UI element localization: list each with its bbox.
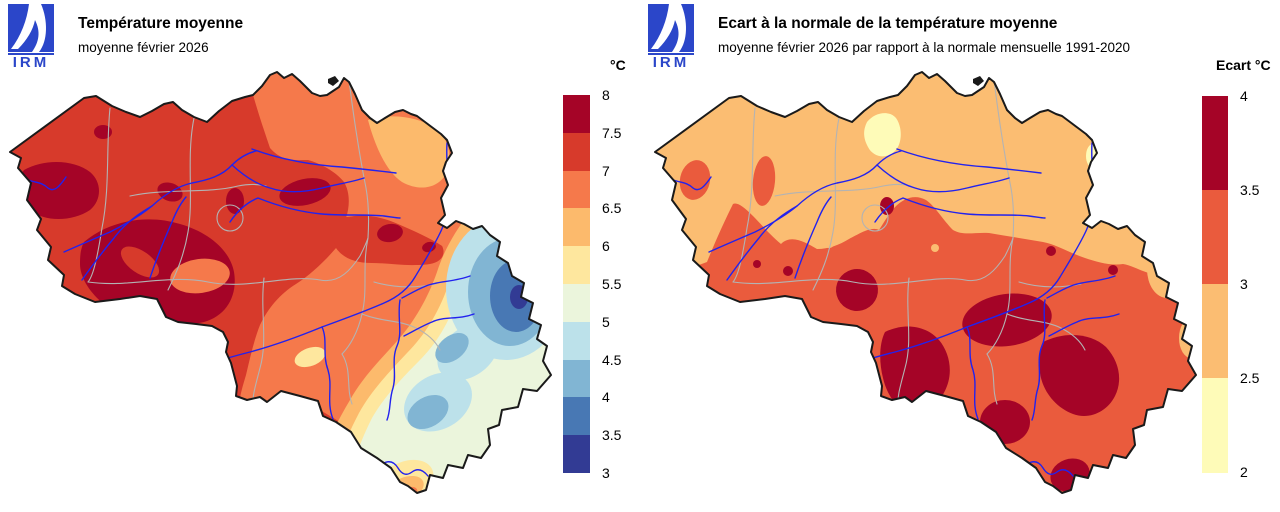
colorbar-segment	[563, 246, 590, 285]
anomaly-colorbar: 4 3.5 3 2.5 2	[1202, 88, 1259, 480]
right-titles: Ecart à la normale de la température moy…	[718, 14, 1130, 56]
colorbar-tick-label: 7	[602, 162, 610, 179]
colorbar-segment	[1202, 190, 1228, 285]
colorbar-tick-label: 5.5	[602, 276, 622, 292]
belgium-anomaly-map-svg	[654, 71, 1197, 494]
colorbar-tick-label: 3	[602, 465, 610, 481]
colorbar-segment	[563, 321, 590, 361]
colorbar-segment	[563, 284, 590, 323]
irm-logo: IRM	[648, 4, 698, 71]
colorbar-tick-label: 2	[1240, 464, 1248, 480]
left-titles: Température moyenne moyenne février 2026	[78, 14, 243, 56]
colorbar-tick-label: 8	[602, 87, 610, 103]
colorbar-tick-label: 7.5	[602, 124, 622, 141]
belgium-temperature-map	[0, 70, 560, 507]
irm-logo-wordmark: IRM	[8, 53, 54, 71]
belgium-temperature-map-svg	[9, 71, 552, 494]
colorbar-unit-label: Ecart °C	[1216, 57, 1271, 73]
colorbar-segment	[563, 170, 590, 209]
colorbar-tick-label: 3.5	[1240, 182, 1260, 198]
page-subtitle: moyenne février 2026 par rapport à la no…	[718, 40, 1131, 55]
irm-logo-icon	[648, 4, 694, 52]
colorbar-segment	[563, 435, 590, 474]
colorbar-unit-label: °C	[610, 57, 626, 73]
colorbar-tick-label: 3.5	[602, 427, 622, 444]
irm-logo: IRM	[8, 4, 58, 71]
belgium-anomaly-map	[645, 70, 1205, 507]
temperature-colorbar: 8 7.5 7 6.5 6 5.5 5 4.5 4 3.5 3	[563, 87, 621, 481]
colorbar-tick-label: 4	[1240, 88, 1248, 104]
colorbar-segment	[1202, 378, 1228, 473]
colorbar-tick-label: 3	[1240, 276, 1248, 292]
colorbar-segment	[563, 359, 590, 398]
colorbar-tick-label: 4	[602, 389, 610, 406]
colorbar-segment	[563, 208, 590, 247]
irm-logo-wordmark: IRM	[648, 53, 694, 71]
colorbar-segment	[563, 132, 590, 172]
colorbar-tick-label: 2.5	[1240, 370, 1260, 386]
page-title: Ecart à la normale de la température moy…	[718, 15, 1058, 32]
colorbar-tick-label: 6	[602, 238, 610, 255]
colorbar-segment	[1202, 96, 1228, 191]
colorbar-segment	[563, 95, 590, 134]
colorbar-tick-label: 6.5	[602, 200, 622, 217]
page-title: Température moyenne	[78, 15, 244, 32]
colorbar-tick-label: 5	[602, 313, 610, 330]
colorbar-tick-label: 4.5	[602, 351, 622, 368]
page-subtitle: moyenne février 2026	[78, 40, 209, 55]
colorbar-segment	[563, 397, 590, 436]
colorbar-segment	[1202, 284, 1228, 379]
anomaly-panel: IRM Ecart à la normale de la température…	[640, 0, 1280, 507]
irm-logo-icon	[8, 4, 54, 52]
temperature-panel: IRM Température moyenne moyenne février …	[0, 0, 640, 507]
